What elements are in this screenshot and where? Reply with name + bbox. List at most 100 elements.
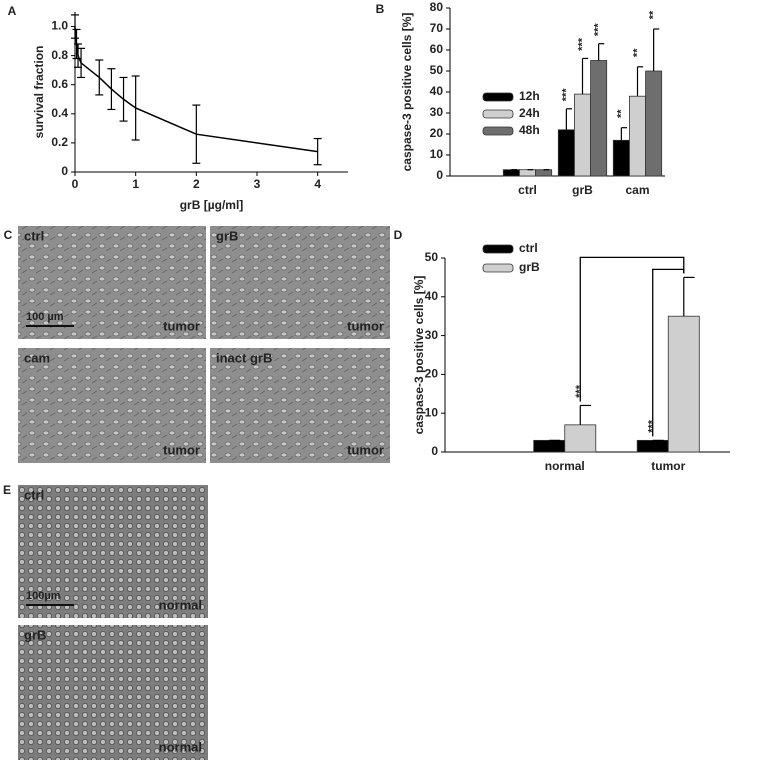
legend-swatch <box>482 109 514 119</box>
x-tick-label: 3 <box>254 177 261 191</box>
panel-label: D <box>394 228 403 242</box>
legend-label: grB <box>519 260 540 274</box>
panel-label: A <box>8 4 17 18</box>
y-axis-label: caspase-3 positive cells [%] <box>400 13 414 172</box>
y-tick-label: 40 <box>430 84 444 98</box>
y-tick-label: 10 <box>425 405 439 419</box>
error-bar <box>131 75 140 141</box>
error-bar <box>313 137 322 166</box>
error-bar <box>653 28 660 71</box>
image-label: grB <box>216 228 238 243</box>
error-bar <box>119 76 128 122</box>
significance: *** <box>576 37 588 51</box>
micrograph <box>210 226 390 339</box>
error-bar <box>565 108 573 130</box>
y-tick-label: 0.4 <box>51 106 68 120</box>
tissue-label: normal <box>159 739 202 754</box>
bar <box>612 139 630 177</box>
significance: ** <box>648 10 660 19</box>
error-bar <box>579 404 592 425</box>
y-tick-label: 50 <box>425 250 439 264</box>
image-label: ctrl <box>24 228 44 243</box>
y-tick-label: 50 <box>430 63 444 77</box>
x-tick-label: 4 <box>314 177 321 191</box>
micrograph <box>210 348 390 463</box>
bar <box>574 93 591 177</box>
bar <box>533 439 566 453</box>
legend-swatch <box>482 244 514 254</box>
legend-label: 48h <box>519 123 540 137</box>
significance: *** <box>560 88 572 102</box>
y-tick-label: 0 <box>431 444 438 458</box>
panel-label: E <box>3 483 11 497</box>
error-bar <box>95 59 104 96</box>
legend-swatch <box>482 92 514 102</box>
scale-bar-label: 100µm <box>26 590 61 602</box>
y-tick-label: 0 <box>436 168 443 182</box>
y-tick-label: 40 <box>425 289 439 303</box>
x-tick-label: 2 <box>193 177 200 191</box>
panel-label: C <box>4 228 13 242</box>
image-label: inact grB <box>216 350 272 365</box>
bar <box>667 315 700 453</box>
error-bar <box>620 127 628 141</box>
bar <box>564 424 597 453</box>
micrograph <box>18 348 206 463</box>
micrograph <box>18 226 206 339</box>
scale-bar-label: 100 µm <box>26 311 64 323</box>
error-bar <box>581 57 589 95</box>
bar <box>645 70 663 177</box>
image-label: cam <box>24 350 50 365</box>
x-tick-label: cam <box>625 183 649 197</box>
significance: ** <box>631 48 643 57</box>
error-bar <box>107 68 116 111</box>
error-bar <box>71 14 79 39</box>
x-tick-label: 1 <box>132 177 139 191</box>
bracket <box>579 256 685 402</box>
significance: *** <box>593 23 605 37</box>
error-bar <box>683 276 695 317</box>
tissue-label: tumor <box>163 318 200 333</box>
y-tick-label: 1.0 <box>51 19 68 33</box>
y-tick-label: 10 <box>430 147 444 161</box>
y-tick-label: 80 <box>430 0 444 14</box>
tissue-label: tumor <box>347 442 384 457</box>
x-tick-label: normal <box>545 459 585 473</box>
y-tick-label: 0.6 <box>51 77 68 91</box>
image-label: ctrl <box>24 487 44 502</box>
y-axis-label: survival fraction <box>32 46 46 139</box>
y-axis-label: caspase-3 positive cells [%] <box>412 276 426 435</box>
y-tick-label: 20 <box>425 367 439 381</box>
bar <box>519 169 536 177</box>
x-tick-label: 0 <box>72 177 79 191</box>
legend-swatch <box>482 263 514 273</box>
error-bar <box>77 47 86 79</box>
x-axis-label: grB [µg/ml] <box>180 198 244 212</box>
x-tick-label: tumor <box>651 459 685 473</box>
y-tick-label: 60 <box>430 42 444 56</box>
legend-label: ctrl <box>519 241 538 255</box>
bar <box>557 129 575 177</box>
x-tick-label: ctrl <box>518 183 537 197</box>
x-tick-label: grB <box>572 183 593 197</box>
tissue-label: normal <box>159 597 202 612</box>
bar <box>535 169 553 177</box>
error-bar <box>598 43 605 61</box>
bar <box>636 439 669 453</box>
legend-swatch <box>482 126 514 136</box>
y-tick-label: 0.8 <box>51 48 68 62</box>
micrograph <box>18 485 208 618</box>
data-line <box>74 26 318 153</box>
y-tick-label: 70 <box>430 21 444 35</box>
error-bar <box>636 66 644 97</box>
y-tick-label: 0 <box>61 164 68 178</box>
y-tick-label: 20 <box>430 126 444 140</box>
error-bar <box>192 104 201 164</box>
micrograph <box>18 625 208 760</box>
y-tick-label: 30 <box>425 328 439 342</box>
y-tick-label: 0.2 <box>51 135 68 149</box>
y-tick-label: 30 <box>430 105 444 119</box>
tissue-label: tumor <box>347 318 384 333</box>
bar <box>629 95 646 177</box>
